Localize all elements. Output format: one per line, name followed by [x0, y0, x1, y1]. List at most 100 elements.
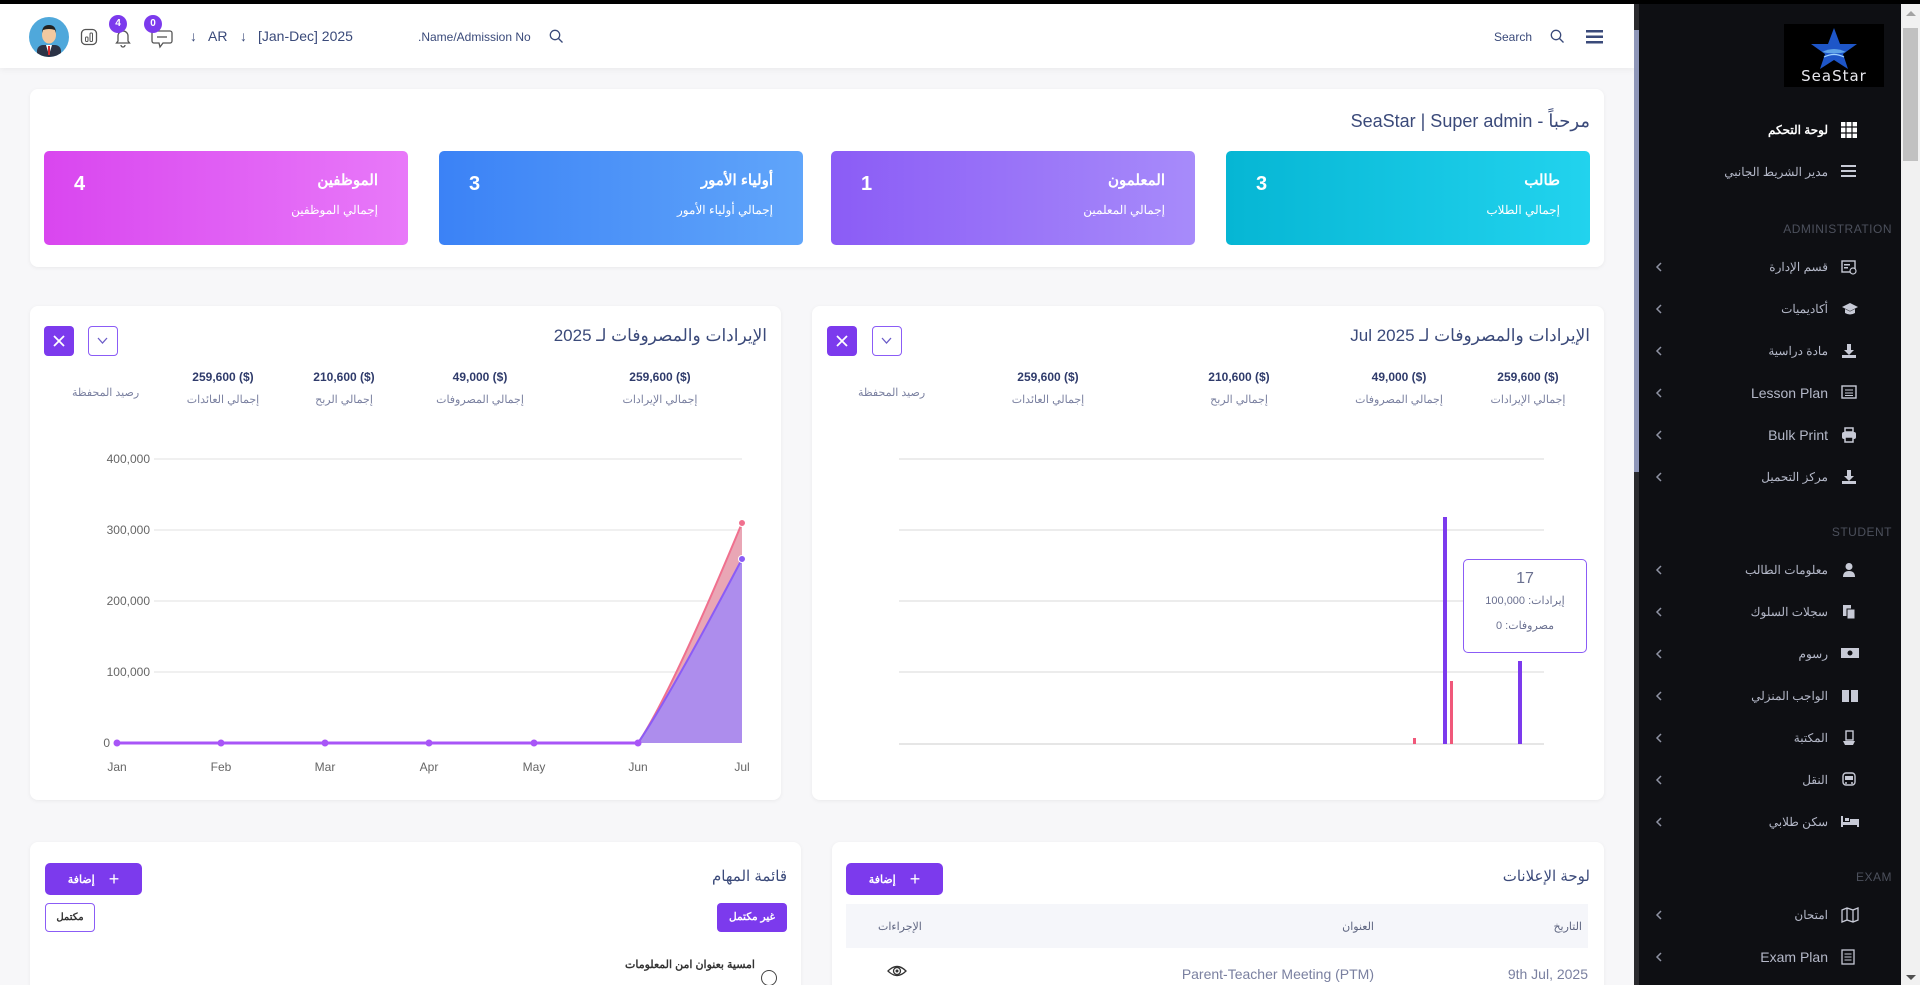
sidebar-item-homework[interactable]: الواجب المنزلي	[1639, 681, 1901, 715]
sidebar-item-dashboard[interactable]: لوحة التحكم	[1639, 115, 1901, 149]
sidebar-item-lesson-plan[interactable]: Lesson Plan	[1639, 378, 1901, 412]
metric-label: إجمالي الإيرادات	[1490, 394, 1566, 406]
sidebar-item-label: Lesson Plan	[1750, 385, 1828, 401]
chevron-left-icon	[1654, 731, 1666, 745]
metric-label: إجمالي الربح	[1210, 394, 1268, 406]
scroll-down-arrow-icon[interactable]	[1906, 975, 1916, 980]
download-icon	[1841, 343, 1859, 361]
announcements-title: لوحة الإعلانات	[1502, 868, 1590, 885]
avatar[interactable]	[29, 17, 69, 57]
stat-value: 3	[469, 173, 481, 195]
message-badge: 0	[144, 15, 162, 33]
bars-icon	[1841, 164, 1859, 182]
metric-total-expense: 49,000 ($) إجمالي المصروفات	[430, 370, 530, 406]
global-search-label[interactable]: Search	[1494, 30, 1533, 44]
sidebar-item-subject[interactable]: مادة دراسية	[1639, 336, 1901, 370]
sidebar-item-download-center[interactable]: مركز التحميل	[1639, 462, 1901, 496]
svg-text:400,000: 400,000	[107, 452, 151, 466]
collapse-button[interactable]	[872, 326, 902, 356]
page-scrollbar[interactable]	[1901, 4, 1920, 985]
chevron-left-icon	[1654, 773, 1666, 787]
tooltip-expense: مصروفات: 0	[1495, 620, 1554, 632]
print-icon	[1841, 427, 1859, 445]
tab-incomplete[interactable]: غير مكتمل	[717, 903, 787, 932]
announcements-card: لوحة الإعلانات + إضافة التاريخ العنوان ا…	[832, 842, 1604, 985]
collapse-button[interactable]	[88, 326, 118, 356]
sidebar-item-library[interactable]: المكتبة	[1639, 723, 1901, 757]
wallet-balance-label: رصيد المحفظة	[858, 387, 926, 399]
column-date: التاريخ	[1553, 921, 1582, 933]
top-header: 4 0 ↓ AR ↓ [Jan-Dec] 2025 .Name/Admissio…	[0, 4, 1634, 68]
sidebar-item-student-info[interactable]: معلومات الطالب	[1639, 555, 1901, 589]
close-button[interactable]	[827, 326, 857, 356]
search-icon[interactable]	[549, 29, 564, 49]
svg-text:Mar: Mar	[315, 760, 336, 774]
add-announcement-button[interactable]: + إضافة	[846, 863, 943, 895]
chevron-left-icon	[1654, 428, 1666, 442]
tab-complete[interactable]: مكتمل	[45, 903, 95, 932]
menu-toggle-icon[interactable]	[1586, 30, 1603, 49]
bed-icon	[1841, 814, 1859, 832]
sidebar-item-dormitory[interactable]: سكن طلابي	[1639, 807, 1901, 841]
scroll-up-arrow-icon[interactable]	[1906, 11, 1916, 16]
sidebar-item-admin-section[interactable]: قسم الإدارة	[1639, 252, 1901, 286]
stat-subtitle: إجمالي أولياء الأمور	[677, 203, 773, 217]
stats-icon[interactable]	[80, 28, 98, 51]
chevron-left-icon	[1654, 302, 1666, 316]
brand-logo[interactable]: SeaStar	[1784, 24, 1884, 87]
sidebar-item-label: الواجب المنزلي	[1751, 689, 1828, 703]
svg-text:Jul: Jul	[734, 760, 749, 774]
list-icon	[1841, 385, 1859, 403]
sidebar-item-exam-plan[interactable]: Exam Plan	[1639, 942, 1901, 976]
row-title[interactable]: Parent-Teacher Meeting (PTM)	[1181, 966, 1374, 982]
metric-value: 259,600 ($)	[1497, 370, 1559, 384]
sidebar-item-exam[interactable]: امتحان	[1639, 900, 1901, 934]
wallet-balance-label: رصيد المحفظة	[72, 387, 140, 399]
sidebar-item-sidebar-manager[interactable]: مدير الشريط الجانبي	[1639, 157, 1901, 191]
stat-title: الموظفين	[317, 172, 378, 189]
bell-icon[interactable]	[114, 28, 132, 53]
eye-icon[interactable]	[886, 960, 908, 985]
sidebar-item-bulk-print[interactable]: Bulk Print	[1639, 420, 1901, 454]
library-icon	[1841, 730, 1859, 748]
sidebar-item-fees[interactable]: رسوم	[1639, 639, 1901, 673]
add-task-button[interactable]: + إضافة	[45, 863, 142, 895]
content-scrollbar[interactable]	[1634, 4, 1639, 985]
metric-value: 210,600 ($)	[313, 370, 375, 384]
sidebar-item-academics[interactable]: أكاديميات	[1639, 294, 1901, 328]
language-selector[interactable]: AR	[208, 28, 228, 44]
chevron-left-icon	[1654, 950, 1666, 964]
chevron-left-icon	[1654, 260, 1666, 274]
copy-icon	[1841, 604, 1859, 622]
graduation-cap-icon	[1841, 301, 1859, 319]
sidebar-item-behavior-records[interactable]: سجلات السلوك	[1639, 597, 1901, 631]
todo-checkbox[interactable]	[761, 970, 777, 985]
sidebar-item-label: رسوم	[1798, 647, 1828, 661]
stat-card-staff[interactable]: الموظفين إجمالي الموظفين 4	[44, 151, 408, 245]
sidebar-item-label: مدير الشريط الجانبي	[1724, 165, 1828, 179]
language-arrow-icon: ↓	[190, 28, 197, 44]
stat-subtitle: إجمالي الموظفين	[291, 203, 378, 217]
chevron-left-icon	[1654, 344, 1666, 358]
sidebar-item-label: لوحة التحكم	[1767, 123, 1828, 137]
stat-card-parents[interactable]: أولياء الأمور إجمالي أولياء الأمور 3	[439, 151, 803, 245]
window-top-edge	[0, 0, 1920, 4]
stat-card-students[interactable]: طالب إجمالي الطلاب 3	[1226, 151, 1590, 245]
search-icon[interactable]	[1550, 29, 1565, 49]
chevron-left-icon	[1654, 605, 1666, 619]
scrollbar-thumb[interactable]	[1903, 28, 1918, 161]
monthly-bar-chart[interactable]	[812, 446, 1604, 786]
plus-icon: +	[108, 868, 120, 889]
period-selector[interactable]: [Jan-Dec] 2025	[258, 28, 353, 44]
sidebar-item-transport[interactable]: النقل	[1639, 765, 1901, 799]
yearly-area-chart[interactable]: 400,000 300,000 200,000 100,000 0 Jan	[30, 446, 781, 786]
chevron-left-icon	[1654, 908, 1666, 922]
stat-card-teachers[interactable]: المعلمون إجمالي المعلمين 1	[831, 151, 1195, 245]
student-search-input[interactable]: .Name/Admission No	[418, 30, 531, 44]
close-button[interactable]	[44, 326, 74, 356]
metric-label: إجمالي المصروفات	[436, 394, 524, 406]
metric-value: 49,000 ($)	[1371, 370, 1427, 384]
todo-title: قائمة المهام	[712, 868, 787, 885]
sidebar-item-label: سكن طلابي	[1768, 815, 1828, 829]
book-icon	[1841, 688, 1859, 706]
